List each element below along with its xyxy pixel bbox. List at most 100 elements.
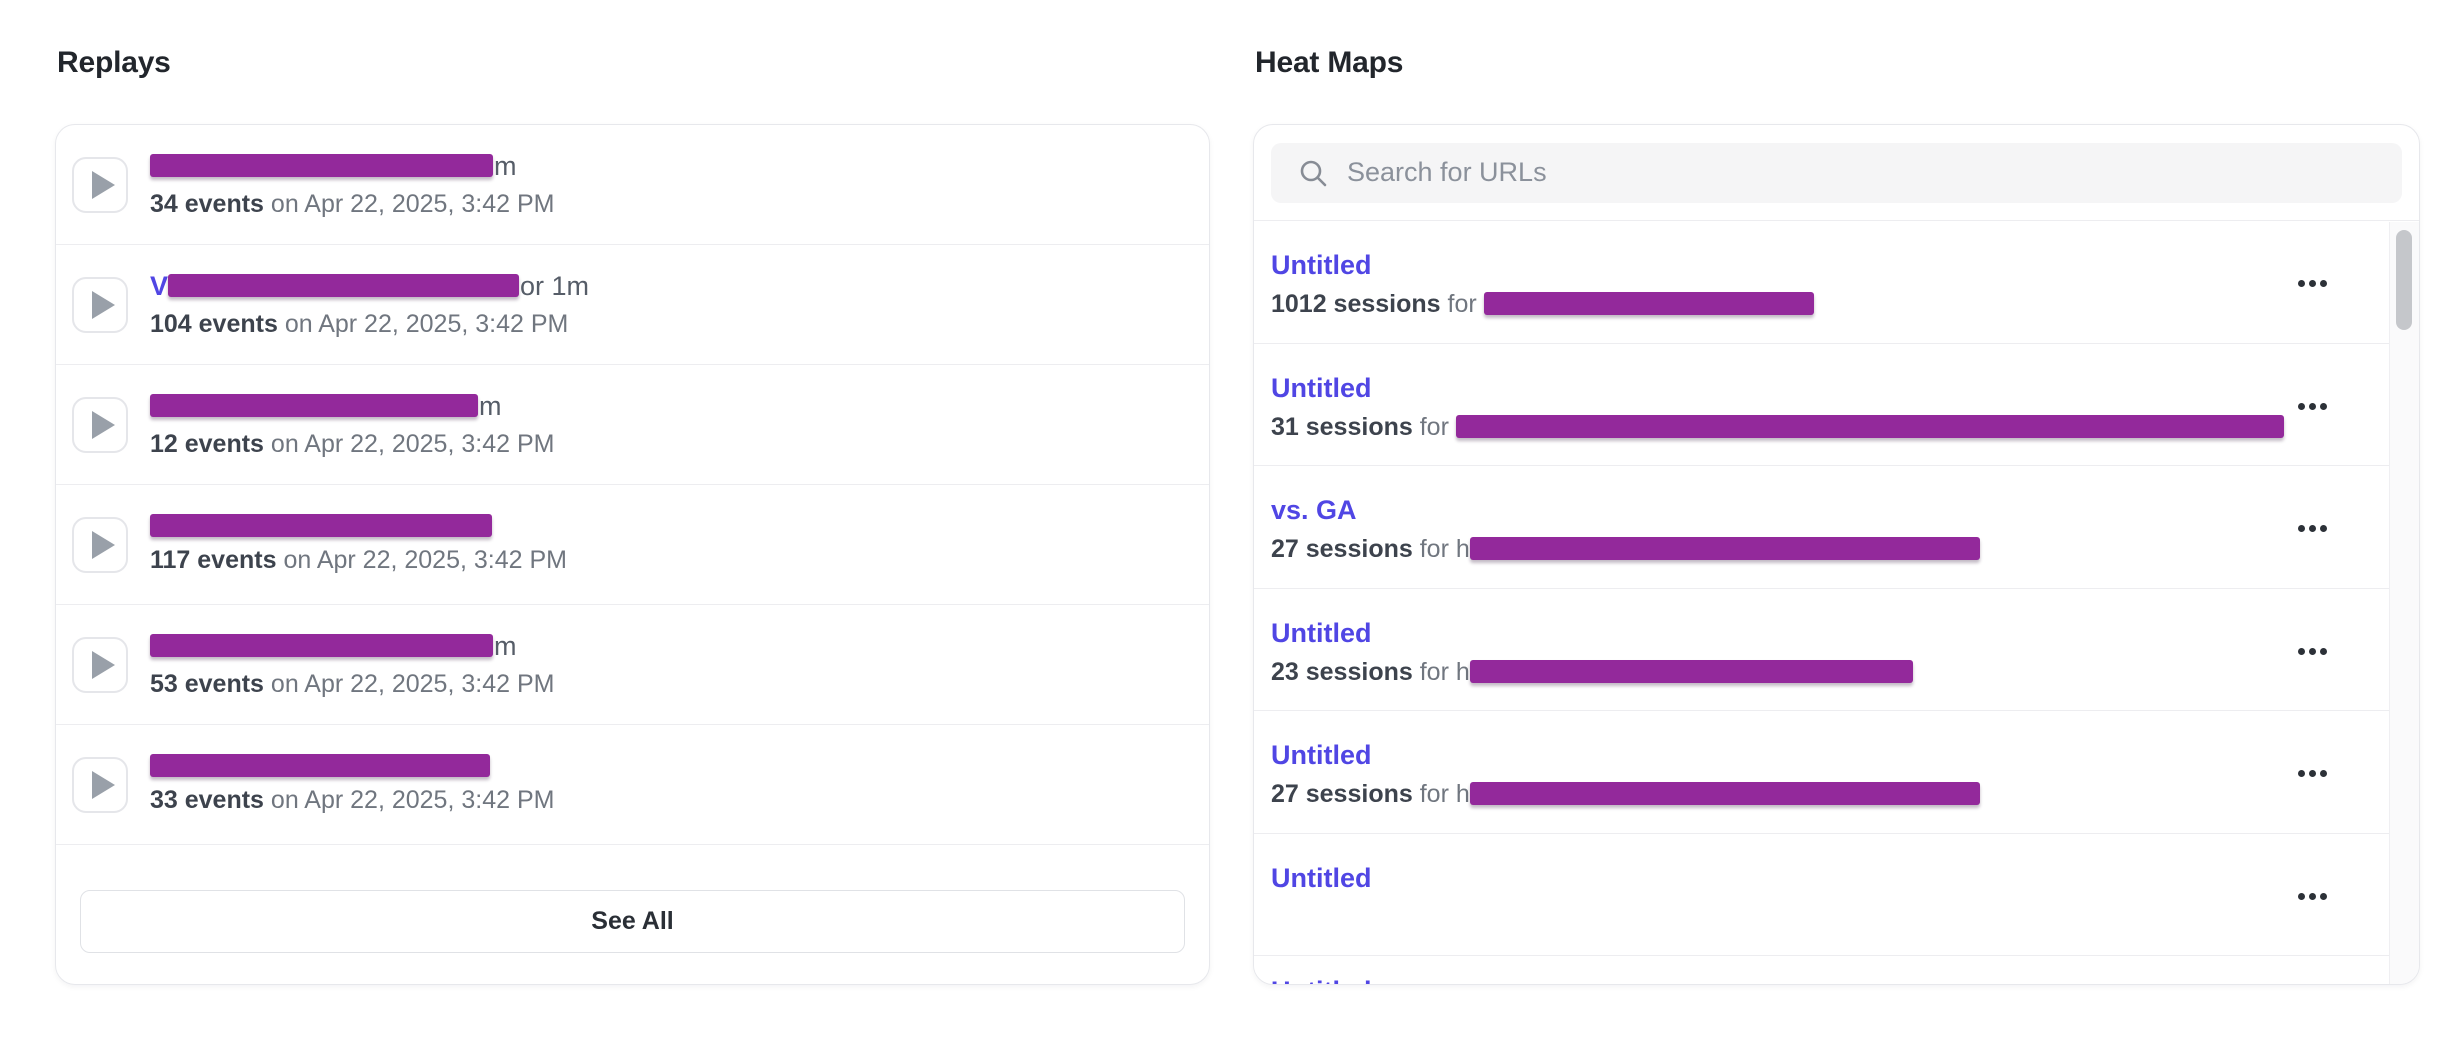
scrollbar[interactable]	[2389, 222, 2419, 984]
heatmap-title-link[interactable]: Untitled	[1271, 250, 1372, 280]
visit-duration-fragment: m	[494, 150, 517, 181]
replay-row[interactable]: m 53 events on Apr 22, 2025, 3:42 PM	[56, 605, 1209, 725]
play-icon	[92, 290, 115, 319]
heatmap-meta-line: 1012 sessions for	[1271, 291, 2239, 317]
play-button[interactable]	[72, 276, 128, 333]
heatmap-row[interactable]: Untitled 1012 sessions for	[1254, 221, 2389, 344]
visit-duration-fragment: m	[479, 390, 502, 421]
play-icon	[92, 530, 115, 559]
heatmap-row[interactable]: Untitled 27 sessions for h	[1254, 711, 2389, 834]
heatmaps-heading: Heat Maps	[1255, 46, 1404, 79]
replay-info: m 12 events on Apr 22, 2025, 3:42 PM	[150, 391, 554, 459]
replay-row[interactable]: 33 events on Apr 22, 2025, 3:42 PM	[56, 725, 1209, 845]
replays-section: Replays m 34 events on Apr 22, 2025, 3:4…	[55, 46, 1210, 985]
replay-meta-line: 104 events on Apr 22, 2025, 3:42 PM	[150, 310, 589, 339]
replay-info: 33 events on Apr 22, 2025, 3:42 PM	[150, 754, 554, 815]
for-label: for	[1419, 657, 1449, 686]
replay-meta-line: 33 events on Apr 22, 2025, 3:42 PM	[150, 786, 554, 815]
redaction-bar	[150, 754, 490, 777]
session-count: 23 sessions	[1271, 657, 1413, 686]
overflow-menu-button[interactable]	[2296, 642, 2329, 661]
scrollbar-thumb[interactable]	[2396, 230, 2412, 330]
play-button[interactable]	[72, 756, 128, 813]
event-date: on Apr 22, 2025, 3:42 PM	[270, 189, 555, 218]
replay-row[interactable]: m 34 events on Apr 22, 2025, 3:42 PM	[56, 125, 1209, 245]
replay-meta-line: 53 events on Apr 22, 2025, 3:42 PM	[150, 670, 554, 699]
heatmap-row[interactable]: Untitled	[1254, 833, 2389, 956]
heatmap-title-link[interactable]: Untitled	[1271, 740, 1372, 770]
session-count: 31 sessions	[1271, 412, 1413, 441]
replay-row[interactable]: 117 events on Apr 22, 2025, 3:42 PM	[56, 485, 1209, 605]
replay-info: 117 events on Apr 22, 2025, 3:42 PM	[150, 514, 567, 575]
events-count: 117 events	[150, 546, 277, 574]
session-count: 1012 sessions	[1271, 290, 1441, 318]
visitor-name-line	[150, 514, 567, 537]
ellipsis-icon	[2298, 280, 2305, 287]
url-fragment: h	[1455, 780, 1470, 808]
heatmaps-search-input[interactable]	[1271, 142, 2402, 203]
see-all-container: See All	[56, 845, 1209, 953]
heatmap-title-link[interactable]: Untitled	[1271, 862, 1372, 893]
redaction-bar	[1483, 292, 1814, 315]
event-date: on Apr 22, 2025, 3:42 PM	[283, 546, 567, 574]
heatmap-title-link[interactable]: Untitled	[1271, 976, 1372, 984]
redaction-bar	[1455, 414, 2284, 438]
url-fragment: h	[1455, 535, 1470, 563]
visit-duration-fragment: m	[494, 630, 517, 661]
heatmap-row[interactable]: Untitled 31 sessions for	[1254, 343, 2389, 466]
heatmap-row[interactable]: vs. GA 27 sessions for h	[1254, 466, 2389, 589]
session-count: 27 sessions	[1271, 535, 1413, 563]
events-count: 53 events	[150, 669, 264, 698]
event-date: on Apr 22, 2025, 3:42 PM	[270, 429, 555, 458]
play-button[interactable]	[72, 156, 128, 213]
heatmap-meta-line: 27 sessions for h	[1271, 781, 2239, 807]
visitor-name-line	[150, 754, 554, 777]
overflow-menu-button[interactable]	[2296, 519, 2329, 538]
events-count: 12 events	[150, 429, 264, 458]
replays-heading: Replays	[57, 46, 171, 79]
event-date: on Apr 22, 2025, 3:42 PM	[270, 786, 555, 814]
overflow-menu-button[interactable]	[2296, 397, 2329, 416]
for-label: for	[1419, 535, 1449, 563]
see-all-button[interactable]: See All	[80, 890, 1185, 953]
session-count: 27 sessions	[1271, 780, 1413, 808]
heatmap-row[interactable]: Untitled 23 sessions for h	[1254, 588, 2389, 711]
heatmap-meta-line: 27 sessions for h	[1271, 536, 2239, 562]
event-date: on Apr 22, 2025, 3:42 PM	[284, 309, 569, 338]
search-box	[1271, 142, 2402, 203]
replay-meta-line: 12 events on Apr 22, 2025, 3:42 PM	[150, 430, 554, 459]
play-icon	[92, 410, 115, 439]
replay-info: m 53 events on Apr 22, 2025, 3:42 PM	[150, 631, 554, 699]
visitor-name-fragment: V	[150, 270, 169, 301]
for-label: for	[1419, 412, 1449, 441]
redaction-bar	[150, 514, 492, 537]
overflow-menu-button[interactable]	[2296, 887, 2329, 906]
heatmap-title-link[interactable]: Untitled	[1271, 617, 1372, 648]
visitor-name-line: m	[150, 391, 554, 421]
ellipsis-icon	[2298, 402, 2305, 410]
heatmaps-card: Untitled 1012 sessions for Untitled 31 s…	[1253, 124, 2420, 985]
heatmap-meta-line: 31 sessions for	[1271, 412, 2284, 441]
replay-meta-line: 117 events on Apr 22, 2025, 3:42 PM	[150, 546, 567, 575]
overflow-menu-button[interactable]	[2296, 274, 2329, 293]
play-button[interactable]	[72, 516, 128, 573]
url-fragment: h	[1455, 657, 1470, 686]
heatmaps-list: Untitled 1012 sessions for Untitled 31 s…	[1254, 221, 2389, 984]
heatmap-title-link[interactable]: vs. GA	[1271, 495, 1357, 525]
ellipsis-icon	[2298, 770, 2305, 777]
play-button[interactable]	[72, 396, 128, 453]
heatmap-meta-line: 23 sessions for h	[1271, 659, 2239, 685]
search-icon	[1300, 160, 1327, 186]
visitor-name-line: m	[150, 631, 554, 661]
heatmap-title-link[interactable]: Untitled	[1271, 372, 1372, 403]
redaction-bar	[150, 154, 493, 177]
overflow-menu-button[interactable]	[2296, 764, 2329, 783]
dashboard: Replays m 34 events on Apr 22, 2025, 3:4…	[55, 46, 2420, 985]
heatmap-row-clipped[interactable]: Untitled	[1254, 956, 2389, 984]
events-count: 104 events	[150, 309, 278, 338]
replay-row[interactable]: m 12 events on Apr 22, 2025, 3:42 PM	[56, 365, 1209, 485]
play-button[interactable]	[72, 636, 128, 693]
redaction-bar	[150, 394, 478, 417]
